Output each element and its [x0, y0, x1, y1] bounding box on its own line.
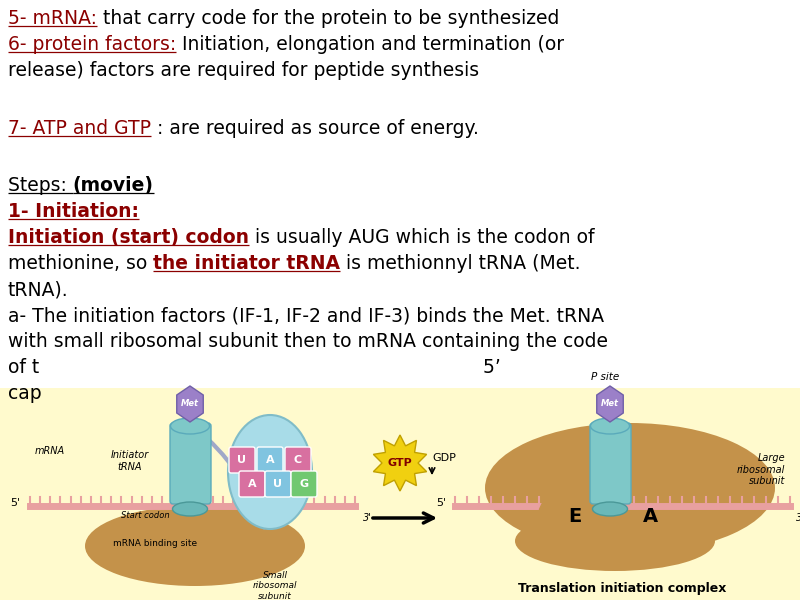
Text: Met: Met [601, 400, 619, 409]
Text: Met: Met [181, 400, 199, 409]
FancyBboxPatch shape [170, 423, 211, 504]
Text: A: A [266, 455, 274, 465]
Text: tRNA).: tRNA). [8, 280, 69, 299]
Text: Steps:: Steps: [8, 176, 73, 195]
Ellipse shape [515, 511, 715, 571]
Text: the initiator tRNA: the initiator tRNA [154, 254, 340, 273]
FancyBboxPatch shape [265, 471, 291, 497]
FancyBboxPatch shape [291, 471, 317, 497]
Text: methionine, so: methionine, so [8, 254, 154, 273]
Text: U: U [238, 455, 246, 465]
Text: U: U [274, 479, 282, 489]
Ellipse shape [485, 423, 775, 553]
Ellipse shape [85, 506, 305, 586]
Text: GDP: GDP [432, 453, 456, 463]
Text: release) factors are required for peptide synthesis: release) factors are required for peptid… [8, 61, 479, 80]
Text: : are required as source of energy.: : are required as source of energy. [151, 119, 479, 138]
Text: Initiator
tRNA: Initiator tRNA [111, 450, 149, 472]
FancyBboxPatch shape [229, 447, 255, 473]
Text: 7- ATP and GTP: 7- ATP and GTP [8, 119, 151, 138]
Text: Start codon: Start codon [121, 511, 170, 520]
Text: with small ribosomal subunit then to mRNA containing the code: with small ribosomal subunit then to mRN… [8, 332, 608, 351]
Text: cap: cap [8, 384, 42, 403]
Text: 5’: 5’ [39, 358, 501, 377]
Text: 1- Initiation:: 1- Initiation: [8, 202, 139, 221]
Text: 5- mRNA:: 5- mRNA: [8, 9, 97, 28]
Text: Initiation (start) codon: Initiation (start) codon [8, 228, 249, 247]
Text: is methionnyl tRNA (Met.: is methionnyl tRNA (Met. [340, 254, 581, 273]
Ellipse shape [590, 418, 630, 434]
Text: GTP: GTP [388, 458, 412, 468]
Ellipse shape [170, 418, 210, 434]
FancyBboxPatch shape [239, 471, 265, 497]
Text: Small
ribosomal
subunit: Small ribosomal subunit [253, 571, 298, 600]
Text: C: C [294, 455, 302, 465]
Text: 5': 5' [436, 498, 446, 508]
Text: a- The initiation factors (IF-1, IF-2 and IF-3) binds the Met. tRNA: a- The initiation factors (IF-1, IF-2 an… [8, 306, 604, 325]
Text: 3': 3' [362, 513, 371, 523]
Text: is usually AUG which is the codon of: is usually AUG which is the codon of [249, 228, 594, 247]
Text: G: G [299, 479, 309, 489]
Ellipse shape [593, 502, 627, 516]
Text: Translation initiation complex: Translation initiation complex [518, 582, 726, 595]
Text: A: A [642, 506, 658, 526]
Polygon shape [597, 386, 623, 422]
FancyBboxPatch shape [257, 447, 283, 473]
Text: 3': 3' [795, 513, 800, 523]
Polygon shape [177, 386, 203, 422]
Ellipse shape [173, 502, 207, 516]
Bar [0, 388, 800, 600]
Text: that carry code for the protein to be synthesized: that carry code for the protein to be sy… [97, 9, 559, 28]
FancyBboxPatch shape [285, 447, 311, 473]
Ellipse shape [228, 415, 312, 529]
Text: 5': 5' [10, 498, 20, 508]
Text: Large
ribosomal
subunit: Large ribosomal subunit [737, 453, 785, 486]
Text: Initiation, elongation and termination (or: Initiation, elongation and termination (… [176, 35, 564, 54]
Text: (movie): (movie) [73, 176, 154, 195]
Text: 6- protein factors:: 6- protein factors: [8, 35, 176, 54]
Text: A: A [248, 479, 256, 489]
Text: mRNA binding site: mRNA binding site [113, 539, 197, 548]
FancyBboxPatch shape [590, 423, 631, 504]
Text: of t: of t [8, 358, 39, 377]
Polygon shape [374, 435, 426, 491]
Text: P site: P site [591, 372, 619, 382]
Ellipse shape [538, 485, 613, 551]
Text: mRNA: mRNA [35, 446, 65, 456]
Text: E: E [568, 506, 582, 526]
